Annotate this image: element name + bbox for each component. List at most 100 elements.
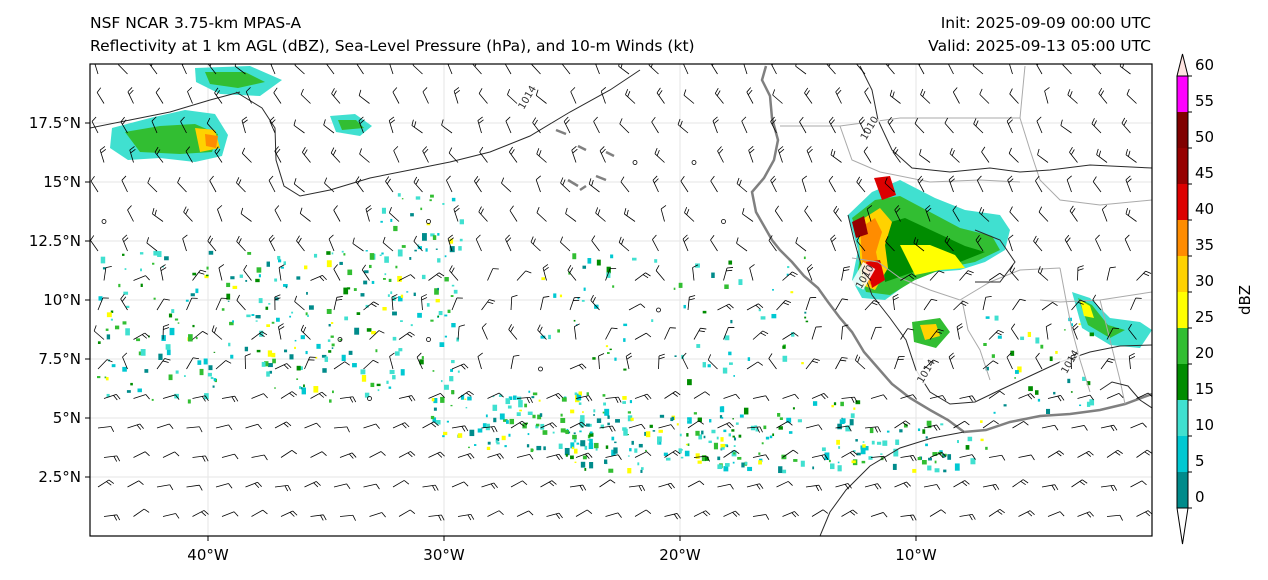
echo-cell [413, 292, 416, 297]
echo-cell [255, 315, 259, 319]
wind-barb [717, 483, 734, 490]
echo-cell [226, 293, 231, 300]
echo-cell [153, 297, 156, 300]
echo-cell [698, 434, 703, 440]
echo-cell [118, 283, 121, 288]
echo-cell [444, 335, 448, 338]
echo-cell [204, 274, 209, 279]
echo-cell [687, 419, 689, 421]
echo-cell [577, 297, 580, 300]
wind-barb [363, 359, 379, 370]
wind-barb [310, 275, 327, 282]
wind-barb [244, 353, 251, 370]
echo-cell [627, 411, 631, 414]
wind-barb [120, 293, 128, 311]
echo-cell [921, 459, 927, 465]
wind-barb [398, 274, 416, 281]
colorbar-extend-low [1176, 507, 1189, 545]
wind-barbs [90, 64, 1152, 521]
echo-cell [782, 469, 787, 474]
echo-cell [696, 344, 701, 348]
echo-cell [204, 393, 209, 400]
echo-cell [991, 354, 995, 358]
wind-barb [811, 326, 822, 340]
echo-cell [604, 408, 610, 416]
wind-barb [509, 205, 518, 222]
echo-cell [381, 207, 386, 214]
wind-barb [478, 88, 488, 104]
echo-cell [451, 284, 455, 287]
nw-cluster-green [125, 124, 218, 154]
wind-barb [894, 481, 911, 488]
wind-barb [411, 119, 423, 134]
echo-cell [536, 423, 540, 427]
lon-tick-label: 20°W [659, 546, 701, 564]
echo-cell [365, 304, 369, 308]
wind-barb [487, 268, 499, 281]
lat-tick-label: 17.5°N [29, 114, 81, 132]
wind-barb [217, 205, 223, 222]
echo-cell [305, 350, 308, 355]
echo-cell [437, 287, 440, 291]
echo-cell [679, 433, 682, 437]
echo-cell [207, 372, 212, 377]
echo-cell [230, 354, 234, 359]
wind-barb [388, 116, 396, 134]
echo-cell [433, 397, 438, 404]
echo-cell [912, 468, 917, 473]
echo-cell [313, 253, 318, 258]
wind-barb [917, 175, 925, 193]
echo-cell [384, 256, 389, 263]
wind-barb [1130, 422, 1147, 429]
echo-cell [316, 343, 321, 349]
wind-barb [600, 87, 607, 104]
wind-barb [214, 87, 223, 104]
echo-cell [790, 291, 794, 294]
wind-barb [392, 480, 410, 488]
wind-barb [1041, 302, 1058, 311]
echo-cell [564, 447, 570, 456]
wind-barb [1018, 510, 1035, 517]
wind-barb [680, 176, 689, 193]
echo-cell [604, 459, 608, 464]
wind-barb [1106, 514, 1123, 521]
wind-barb [1009, 206, 1019, 222]
wind-barb [358, 89, 370, 104]
echo-cell [140, 349, 146, 356]
wind-barb [900, 455, 917, 462]
echo-cell [450, 368, 454, 372]
echo-cell [845, 425, 851, 432]
echo-cell [573, 432, 576, 435]
echo-cell [464, 398, 467, 400]
echo-cell [422, 233, 427, 241]
wind-barb [160, 264, 167, 281]
wind-barb [575, 509, 593, 517]
echo-cell [614, 441, 617, 444]
wind-barb [575, 395, 593, 402]
echo-cell [392, 311, 397, 316]
wind-barb [768, 353, 777, 370]
echo-cell [208, 250, 214, 255]
wind-barb [742, 208, 754, 222]
wind-barb [530, 236, 541, 252]
echo-cell [610, 254, 614, 259]
echo-cell [392, 336, 397, 341]
wind-barb [398, 509, 416, 517]
echo-cell [570, 455, 574, 460]
echo-cell [1063, 329, 1066, 331]
echo-cell [394, 351, 400, 356]
colorbar-tick-label: 10 [1195, 416, 1214, 434]
echo-cell [379, 254, 382, 257]
wind-barb [1069, 205, 1078, 222]
wind-barb [339, 452, 357, 459]
echo-cell [436, 420, 441, 425]
wind-barb [1100, 358, 1115, 370]
wind-barb [1009, 265, 1019, 281]
echo-cell [274, 278, 278, 282]
wind-barb [162, 451, 180, 458]
echo-cell [779, 417, 783, 420]
echo-cell [1086, 381, 1091, 386]
echo-cell [552, 431, 555, 434]
wind-barb [457, 324, 465, 340]
echo-cell [571, 446, 574, 450]
